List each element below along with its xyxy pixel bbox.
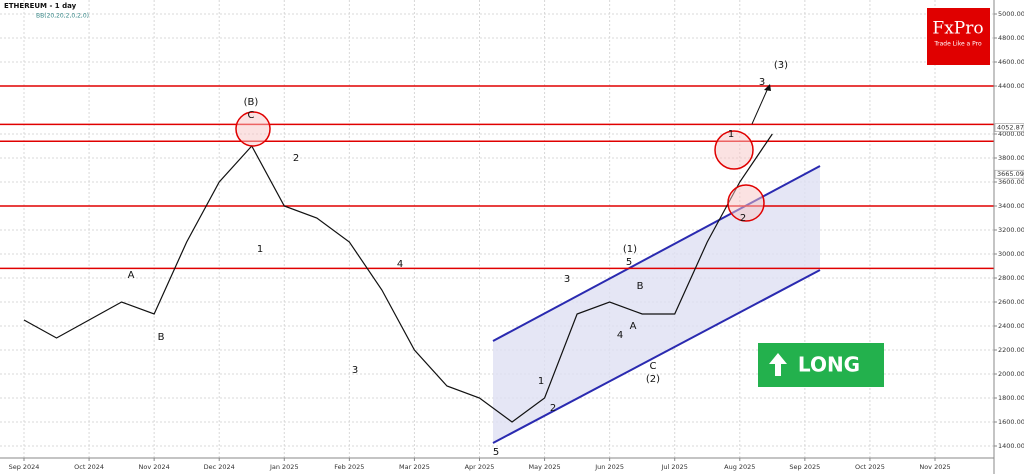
wave-label: 2 xyxy=(740,213,746,224)
y-tick-label: 3400.00 xyxy=(998,202,1024,210)
wave-label: (1) xyxy=(623,244,637,255)
wave-label: (3) xyxy=(774,60,788,71)
wave-label: 1 xyxy=(257,244,263,255)
x-tick-label: Jan 2025 xyxy=(269,463,299,471)
wave-label: B xyxy=(637,281,644,292)
x-tick-label: Mar 2025 xyxy=(399,463,430,471)
y-tick-label: 3800.00 xyxy=(998,154,1024,162)
highlight-circle xyxy=(727,184,765,222)
y-tick-label: 4000.00 xyxy=(998,130,1024,138)
up-arrow xyxy=(769,353,787,376)
wave-label: 2 xyxy=(550,403,556,414)
price-label-box xyxy=(994,123,1024,132)
y-tick-label: 3600.00 xyxy=(998,178,1024,186)
highlight-circle xyxy=(235,111,271,147)
wave-label: C xyxy=(650,361,657,372)
price-label: 3665.09 xyxy=(997,170,1024,178)
brand-tagline: Trade Like a Pro xyxy=(933,41,982,48)
y-tick-label: 2600.00 xyxy=(998,298,1024,306)
wave-label: 2 xyxy=(293,153,299,164)
channel-lower xyxy=(492,269,821,444)
wave-label: 4 xyxy=(617,330,623,341)
x-tick-label: Jun 2025 xyxy=(594,463,624,471)
y-tick-label: 2000.00 xyxy=(998,370,1024,378)
y-tick-label: 4400.00 xyxy=(998,82,1024,90)
y-tick-label: 3200.00 xyxy=(998,226,1024,234)
wave-label: A xyxy=(630,321,637,332)
wave-label: 4 xyxy=(397,259,403,270)
wave-label: B xyxy=(158,332,165,343)
forecast-arrow xyxy=(751,87,769,125)
wave-label: (2) xyxy=(646,374,660,385)
x-tick-label: Nov 2025 xyxy=(919,463,950,471)
x-tick-label: May 2025 xyxy=(529,463,561,471)
channel xyxy=(493,166,820,443)
brand-box xyxy=(927,8,990,65)
signal-text: LONG xyxy=(798,353,860,377)
y-tick-label: 5000.00 xyxy=(998,10,1024,18)
x-tick-label: Oct 2024 xyxy=(74,463,104,471)
wave-label: 3 xyxy=(759,77,765,88)
x-tick-label: Apr 2025 xyxy=(465,463,495,471)
x-tick-label: Nov 2024 xyxy=(138,463,169,471)
brand-name: FxPro xyxy=(932,19,983,39)
wave-label: 5 xyxy=(626,257,632,268)
x-tick-label: Sep 2025 xyxy=(789,463,820,471)
wave-label: A xyxy=(128,270,135,281)
arrow-head xyxy=(764,84,771,91)
x-tick-label: Oct 2025 xyxy=(855,463,885,471)
y-tick-label: 4600.00 xyxy=(998,58,1024,66)
y-tick-label: 2200.00 xyxy=(998,346,1024,354)
wave-label: C xyxy=(248,110,255,121)
x-tick-label: Feb 2025 xyxy=(334,463,364,471)
y-tick-label: 1600.00 xyxy=(998,418,1024,426)
x-tick-label: Jul 2025 xyxy=(660,463,687,471)
chart-title: ETHEREUM - 1 day xyxy=(4,2,77,10)
channel-upper xyxy=(492,165,821,342)
y-tick-label: 1800.00 xyxy=(998,394,1024,402)
price-line xyxy=(23,133,773,423)
wave-label: 1 xyxy=(538,376,544,387)
wave-label: 3 xyxy=(352,365,358,376)
indicator-label: BB(20,20,2,0,2,0) xyxy=(36,13,89,20)
highlight-circle xyxy=(714,130,754,170)
y-tick-label: 3000.00 xyxy=(998,250,1024,258)
x-tick-label: Aug 2025 xyxy=(724,463,755,471)
y-tick-label: 2400.00 xyxy=(998,322,1024,330)
wave-label: 3 xyxy=(564,274,570,285)
wave-label: 5 xyxy=(493,447,499,458)
x-tick-label: Dec 2024 xyxy=(204,463,235,471)
y-tick-label: 2800.00 xyxy=(998,274,1024,282)
y-tick-label: 4800.00 xyxy=(998,34,1024,42)
price-label-box xyxy=(994,169,1024,179)
price-label: 4052.87 xyxy=(997,124,1024,132)
x-tick-label: Sep 2024 xyxy=(9,463,40,471)
wave-label: (B) xyxy=(244,97,259,108)
wave-label: 1 xyxy=(728,129,734,140)
y-tick-label: 1400.00 xyxy=(998,442,1024,450)
